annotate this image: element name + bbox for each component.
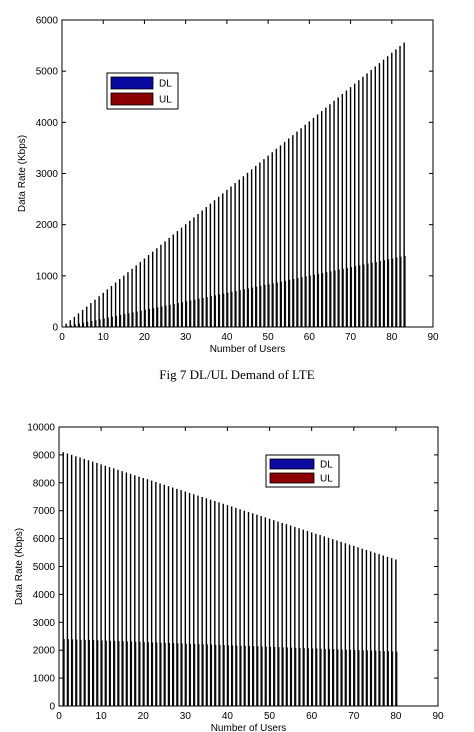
x-axis-label: Number of Users [211,723,287,732]
x-tick-label: 70 [348,711,360,722]
y-tick-label: 0 [49,702,55,713]
legend-label-ul: UL [320,474,333,485]
y-tick-label: 6000 [33,534,56,545]
y-tick-label: 10000 [27,423,55,434]
chart-dl-ul-demand-lte: 0 10 20 30 40 50 60 70 80 90 0 1000 2000 3000 4000 5000… [17,16,439,356]
y-tick-label: 9000 [33,450,56,461]
x-tick-label: 20 [139,332,151,343]
x-tick-label: 70 [345,332,357,343]
x-tick-label: 10 [96,711,108,722]
y-tick-label: 1000 [33,674,56,685]
x-tick-label: 50 [263,332,275,343]
y-tick-label: 5000 [33,562,56,573]
x-tick-label: 10 [98,332,110,343]
y-axis-label: Data Rate (Kbps) [14,528,25,605]
legend-swatch-dl [269,458,315,470]
x-tick-label: 90 [427,332,439,343]
y-tick-label: 6000 [36,16,59,27]
bars-group [65,42,406,327]
x-tick-label: 20 [138,711,150,722]
x-axis-label: Number of Users [210,344,286,355]
x-tick-label: 60 [304,332,316,343]
legend-swatch-dl [110,76,154,90]
legend-label-dl: DL [320,460,333,471]
x-tick-label: 0 [56,711,62,722]
y-tick-label: 3000 [36,169,59,180]
x-tick-label: 80 [390,711,402,722]
x-tick-label: 90 [432,711,444,722]
legend-label-ul: UL [159,95,172,106]
bars-group [62,452,398,706]
y-tick-label: 4000 [33,590,56,601]
y-tick-label: 2000 [36,220,59,231]
y-tick-label: 5000 [36,67,59,78]
y-axis-label: Data Rate (Kbps) [17,135,28,212]
y-tick-label: 2000 [33,646,56,657]
y-tick-label: 8000 [33,478,56,489]
x-tick-label: 30 [180,332,192,343]
x-tick-label: 60 [306,711,318,722]
x-tick-label: 50 [264,711,276,722]
x-tick-label: 30 [180,711,192,722]
x-tick-label: 40 [221,332,233,343]
y-tick-label: 3000 [33,618,56,629]
x-tick-label: 0 [59,332,65,343]
y-tick-label: 4000 [36,118,59,129]
y-tick-label: 0 [52,323,58,334]
legend: DL UL [106,72,179,110]
chart-dl-ul-decreasing: 0 10 20 30 40 50 60 70 80 90 0 1000 2000 3000 4000 5000… [14,423,444,732]
legend-swatch-ul [269,472,315,484]
figure-caption: Fig 7 DL/UL Demand of LTE [159,367,315,382]
x-tick-label: 40 [222,711,234,722]
y-tick-label: 1000 [36,271,59,282]
legend-swatch-ul [110,92,154,106]
y-tick-label: 7000 [33,506,56,517]
legend: DL UL [265,454,340,488]
legend-label-dl: DL [159,79,172,90]
x-tick-label: 80 [386,332,398,343]
